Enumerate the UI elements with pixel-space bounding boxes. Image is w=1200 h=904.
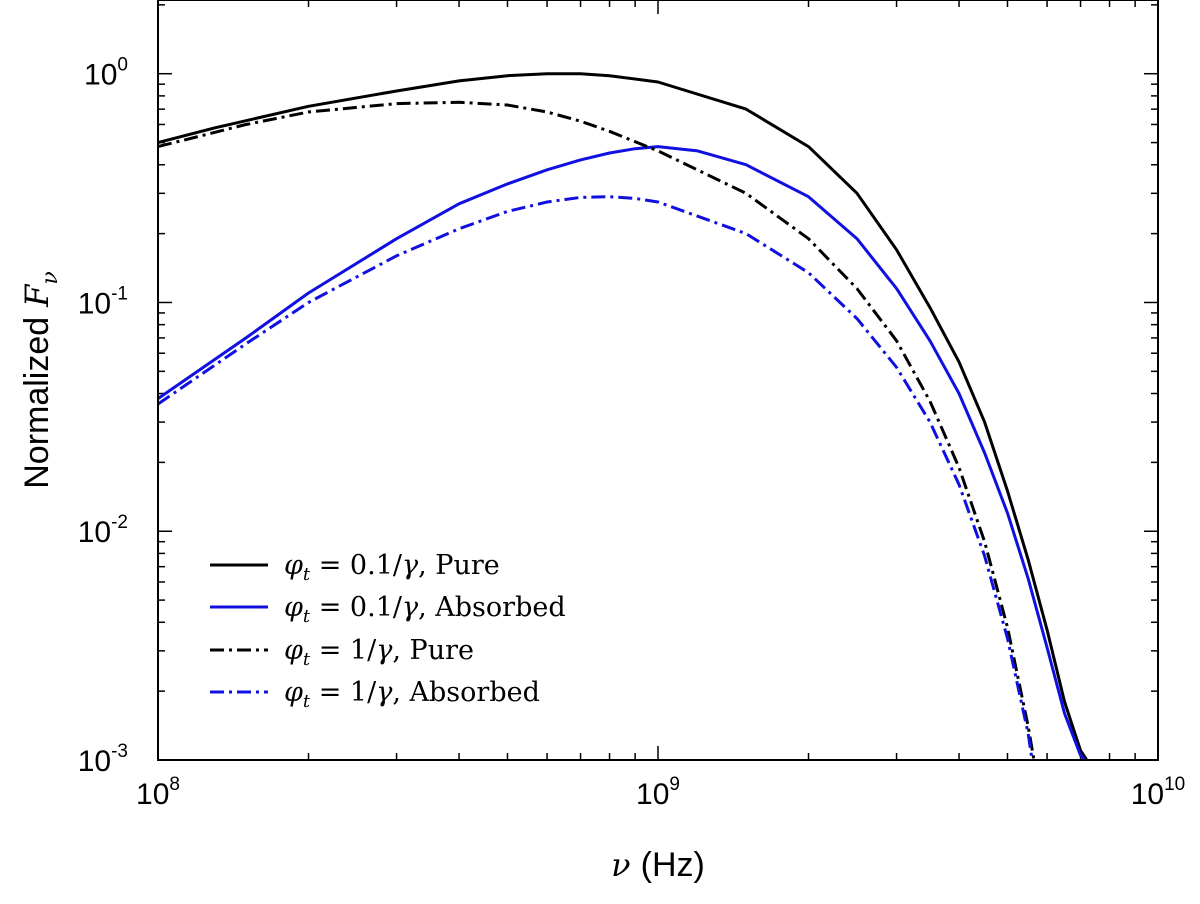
plot-frame [157, 0, 1159, 761]
x-axis-symbol: ν [611, 846, 630, 884]
x-tick-label: 108 [136, 774, 180, 811]
legend-label-1: φt = 0.1/γ, Pure [284, 550, 500, 585]
y-axis-text: Normalized [18, 317, 56, 489]
legend: φt = 0.1/γ, Pure φt = 0.1/γ, Absorbed φt =… [210, 550, 566, 712]
ticks-layer [157, 0, 1159, 761]
y-axis-subscript: ν [38, 271, 63, 284]
legend-label-3: φt = 1/γ, Pure [284, 635, 474, 670]
y-axis-symbol: F [18, 283, 56, 308]
x-tick-label: 109 [636, 774, 680, 811]
y-tick-label: 10-1 [78, 283, 128, 320]
x-axis-unit: (Hz) [641, 846, 705, 884]
series-line-3 [157, 100, 1036, 761]
y-axis-label: Normalized Fν [18, 271, 63, 489]
tick-labels-layer: 108 109 1010 100 10-1 10-2 10-3 [78, 55, 1186, 811]
y-tick-label: 10-3 [78, 741, 128, 778]
series-line-4 [157, 195, 1034, 761]
y-tick-label: 100 [84, 55, 128, 92]
series-line-1 [157, 72, 1088, 761]
legend-label-2: φt = 0.1/γ, Absorbed [284, 592, 566, 627]
y-tick-label: 10-2 [78, 512, 128, 549]
series-line-2 [157, 145, 1087, 762]
x-axis-label: ν (Hz) [611, 846, 705, 884]
series-layer [157, 72, 1088, 762]
x-tick-label: 1010 [1131, 774, 1186, 811]
legend-label-4: φt = 1/γ, Absorbed [284, 677, 540, 712]
